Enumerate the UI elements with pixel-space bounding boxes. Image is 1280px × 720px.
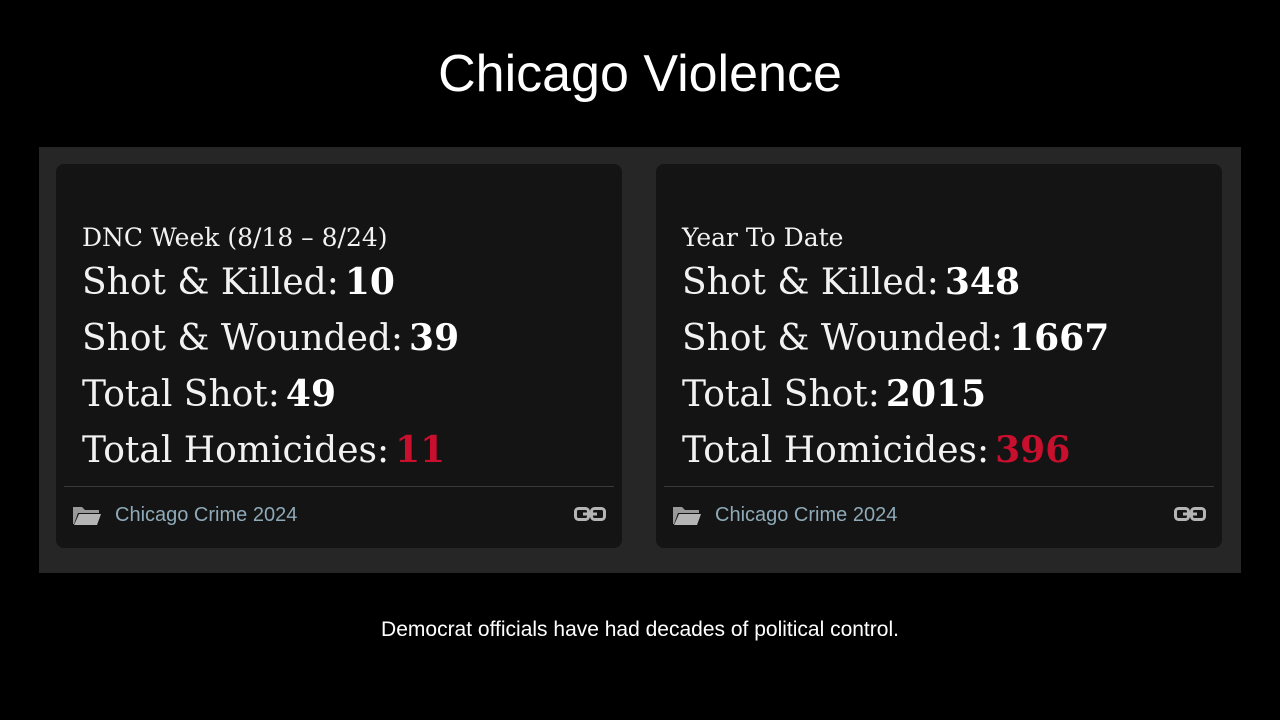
- card-heading: Year To Date: [682, 223, 844, 252]
- category-link-chicago-crime-2024[interactable]: Chicago Crime 2024: [115, 504, 298, 526]
- stat-value-homicides: 11: [395, 429, 446, 471]
- stat-label: Total Shot:: [82, 374, 280, 415]
- stat-value: 1667: [1009, 317, 1110, 359]
- stat-row-shot-killed: Shot & Killed: 10: [82, 254, 459, 310]
- stats-card-dnc-week: DNC Week (8/18 – 8/24) Shot & Killed: 10 …: [56, 164, 622, 548]
- card-divider: [64, 486, 614, 487]
- stat-row-shot-wounded: Shot & Wounded: 39: [82, 310, 459, 366]
- stat-row-shot-wounded: Shot & Wounded: 1667: [682, 310, 1109, 366]
- stat-label: Total Homicides:: [682, 430, 990, 471]
- stat-value: 49: [285, 373, 337, 415]
- stats-list: Shot & Killed: 10 Shot & Wounded: 39 Total…: [82, 254, 459, 478]
- stat-label: Total Homicides:: [82, 430, 390, 471]
- stats-card-year-to-date: Year To Date Shot & Killed: 348 Shot & Wo…: [656, 164, 1222, 548]
- stat-row-shot-killed: Shot & Killed: 348: [682, 254, 1109, 310]
- stat-value: 348: [944, 261, 1020, 303]
- folder-icon: [673, 507, 701, 525]
- slide-title: Chicago Violence: [438, 45, 842, 103]
- stat-label: Shot & Wounded:: [82, 318, 404, 359]
- stats-list: Shot & Killed: 348 Shot & Wounded: 1667 To…: [682, 254, 1109, 478]
- stat-row-total-shot: Total Shot: 49: [82, 366, 459, 422]
- stat-label: Shot & Killed:: [682, 262, 939, 303]
- card-heading: DNC Week (8/18 – 8/24): [82, 223, 388, 252]
- stat-row-total-homicides: Total Homicides: 396: [682, 422, 1109, 478]
- stat-row-total-shot: Total Shot: 2015: [682, 366, 1109, 422]
- stats-screenshot: DNC Week (8/18 – 8/24) Shot & Killed: 10 …: [39, 147, 1241, 573]
- category-link-chicago-crime-2024[interactable]: Chicago Crime 2024: [715, 504, 898, 526]
- link-icon[interactable]: [1174, 506, 1206, 522]
- link-icon[interactable]: [574, 506, 606, 522]
- card-divider: [664, 486, 1214, 487]
- stat-value-homicides: 396: [995, 429, 1071, 471]
- card-footer: Chicago Crime 2024: [672, 500, 1206, 530]
- card-footer: Chicago Crime 2024: [72, 500, 606, 530]
- stat-label: Shot & Wounded:: [682, 318, 1004, 359]
- folder-icon: [73, 507, 101, 525]
- stat-value: 2015: [885, 373, 987, 415]
- stat-label: Shot & Killed:: [82, 262, 339, 303]
- slide-caption: Democrat officials have had decades of p…: [381, 618, 899, 641]
- stat-label: Total Shot:: [682, 374, 880, 415]
- stat-value: 10: [344, 261, 395, 303]
- stat-value: 39: [409, 317, 460, 359]
- stat-row-total-homicides: Total Homicides: 11: [82, 422, 459, 478]
